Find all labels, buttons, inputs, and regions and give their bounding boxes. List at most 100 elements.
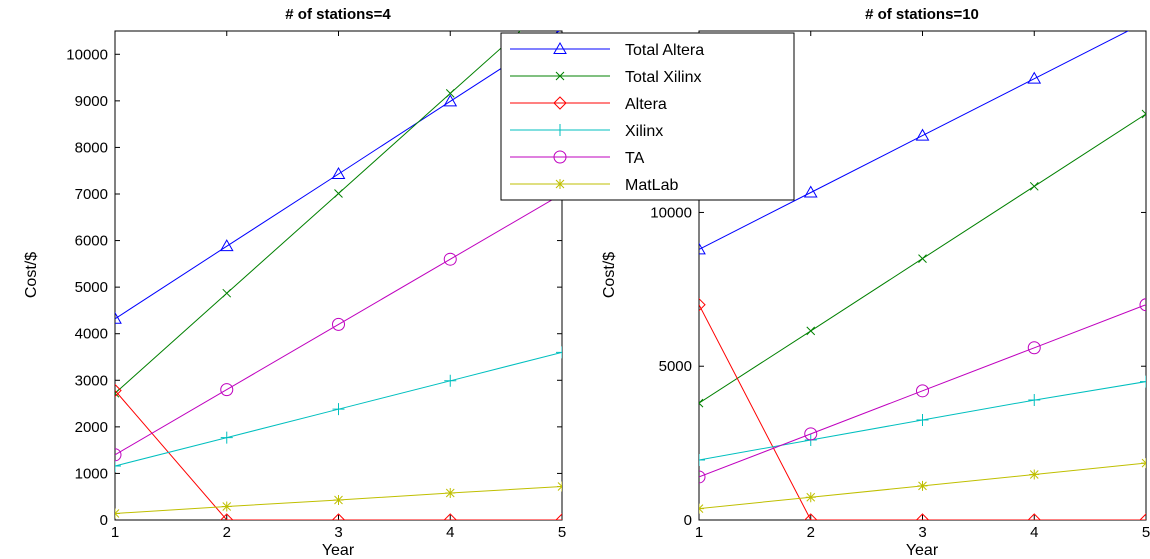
y-tick-label: 0	[100, 512, 108, 529]
legend-item-total-xilinx: Total Xilinx	[510, 69, 701, 86]
point-ta	[699, 470, 706, 484]
point-matlab	[917, 480, 928, 491]
legend-items: Total Altera Total Xilinx Altera Xilinx TA Ma…	[510, 41, 704, 194]
point-total-altera	[699, 242, 706, 255]
series-xilinx-left	[115, 346, 562, 472]
y-tick-label: 1000	[75, 465, 108, 482]
point-altera	[915, 513, 930, 520]
line-ta	[699, 304, 1146, 478]
x-tick-label: 4	[446, 524, 454, 541]
point-total-xilinx	[806, 326, 816, 336]
series-xilinx-right	[699, 375, 1146, 467]
y-tick-label: 10000	[650, 204, 692, 221]
chart-stations-10: # of stations=10 Year Cost/$ 1 2 3 4 5050001…	[601, 6, 1150, 559]
point-altera	[115, 383, 122, 398]
point-xilinx	[444, 374, 457, 387]
legend-item-total-altera: Total Altera	[510, 41, 704, 59]
y-tick-label: 9000	[75, 93, 108, 110]
point-matlab	[699, 503, 704, 514]
plot-area-left	[114, 30, 563, 521]
legend-swatch-marker	[554, 124, 566, 136]
legend-swatch-marker	[555, 179, 565, 189]
point-altera	[331, 513, 346, 520]
point-matlab	[333, 494, 344, 505]
legend-box	[500, 32, 795, 201]
legend-label: Xilinx	[625, 123, 663, 140]
series-total-altera-left	[115, 31, 562, 324]
point-ta	[1027, 341, 1041, 355]
legend-item-ta: TA	[510, 150, 645, 167]
point-total-xilinx	[1141, 109, 1146, 119]
x-tick-label: 5	[1142, 524, 1150, 541]
point-ta	[443, 252, 457, 266]
legend-swatch-marker	[555, 71, 565, 81]
point-matlab	[557, 481, 562, 492]
point-matlab	[1029, 469, 1040, 480]
x-tick-label: 1	[111, 524, 119, 541]
point-total-xilinx	[445, 89, 455, 98]
series-matlab-left	[115, 481, 562, 519]
y-tick-label: 8000	[75, 139, 108, 156]
x-axis-label-right: Year	[906, 542, 939, 559]
y-axis-label-right: Cost/$	[601, 252, 618, 298]
point-total-xilinx	[918, 254, 927, 263]
point-matlab	[115, 508, 120, 519]
series-right	[699, 16, 1150, 520]
point-ta	[220, 383, 234, 397]
point-matlab	[805, 492, 816, 503]
y-tick-label: 5000	[659, 358, 692, 375]
x-tick-label: 3	[918, 524, 926, 541]
x-tick-label: 3	[334, 524, 342, 541]
x-axis-label-left: Year	[322, 542, 355, 559]
chart-title-left: # of stations=4	[285, 6, 391, 23]
legend: Total Altera Total Xilinx Altera Xilinx TA Ma…	[500, 32, 795, 201]
series-altera-left	[115, 383, 562, 520]
series-ta-right	[699, 298, 1146, 484]
legend-label: TA	[625, 150, 645, 167]
point-xilinx	[1028, 394, 1041, 407]
point-total-altera	[1140, 16, 1150, 26]
point-ta	[916, 384, 929, 398]
series-total-xilinx-left	[115, 31, 521, 398]
point-total-altera	[1027, 71, 1042, 84]
y-tick-label: 10000	[66, 46, 108, 63]
point-altera	[804, 513, 818, 520]
point-xilinx	[916, 414, 929, 427]
point-total-xilinx	[699, 398, 704, 408]
chart-stations-4: # of stations=4 Year Cost/$ 1 2 3 4 5 0 1000 20…	[23, 6, 566, 559]
point-matlab	[445, 487, 456, 498]
point-xilinx	[332, 403, 345, 416]
legend-item-matlab: MatLab	[510, 177, 678, 194]
line-altera	[115, 390, 562, 520]
y-tick-label: 0	[684, 512, 692, 529]
x-tick-label: 2	[223, 524, 231, 541]
point-total-altera	[331, 166, 346, 179]
series-total-altera-right	[699, 16, 1150, 255]
y-tick-label: 3000	[75, 372, 108, 389]
legend-item-xilinx: Xilinx	[510, 123, 663, 140]
point-total-altera	[443, 94, 458, 107]
point-ta	[804, 427, 818, 441]
point-total-altera	[803, 185, 818, 198]
point-altera	[443, 513, 457, 520]
point-xilinx	[556, 346, 562, 359]
point-xilinx	[115, 459, 121, 472]
y-tick-label: 5000	[75, 279, 108, 296]
point-matlab	[1141, 458, 1146, 469]
point-xilinx	[1140, 375, 1146, 388]
legend-label: Total Xilinx	[625, 69, 701, 86]
y-tick-label: 7000	[75, 186, 108, 203]
legend-item-altera: Altera	[510, 96, 667, 113]
series-total-xilinx-right	[699, 109, 1146, 408]
point-total-altera	[219, 239, 234, 252]
line-ta	[115, 193, 562, 456]
y-tick-label: 6000	[75, 233, 108, 250]
point-xilinx	[699, 454, 705, 467]
ticks-right: 1 2 3 4 5 0 5000 10000	[650, 31, 1150, 541]
point-altera	[220, 513, 234, 520]
y-tick-label: 4000	[75, 326, 108, 343]
legend-swatch-marker	[553, 150, 567, 164]
legend-label: Total Altera	[625, 42, 704, 59]
point-total-xilinx	[222, 288, 232, 298]
